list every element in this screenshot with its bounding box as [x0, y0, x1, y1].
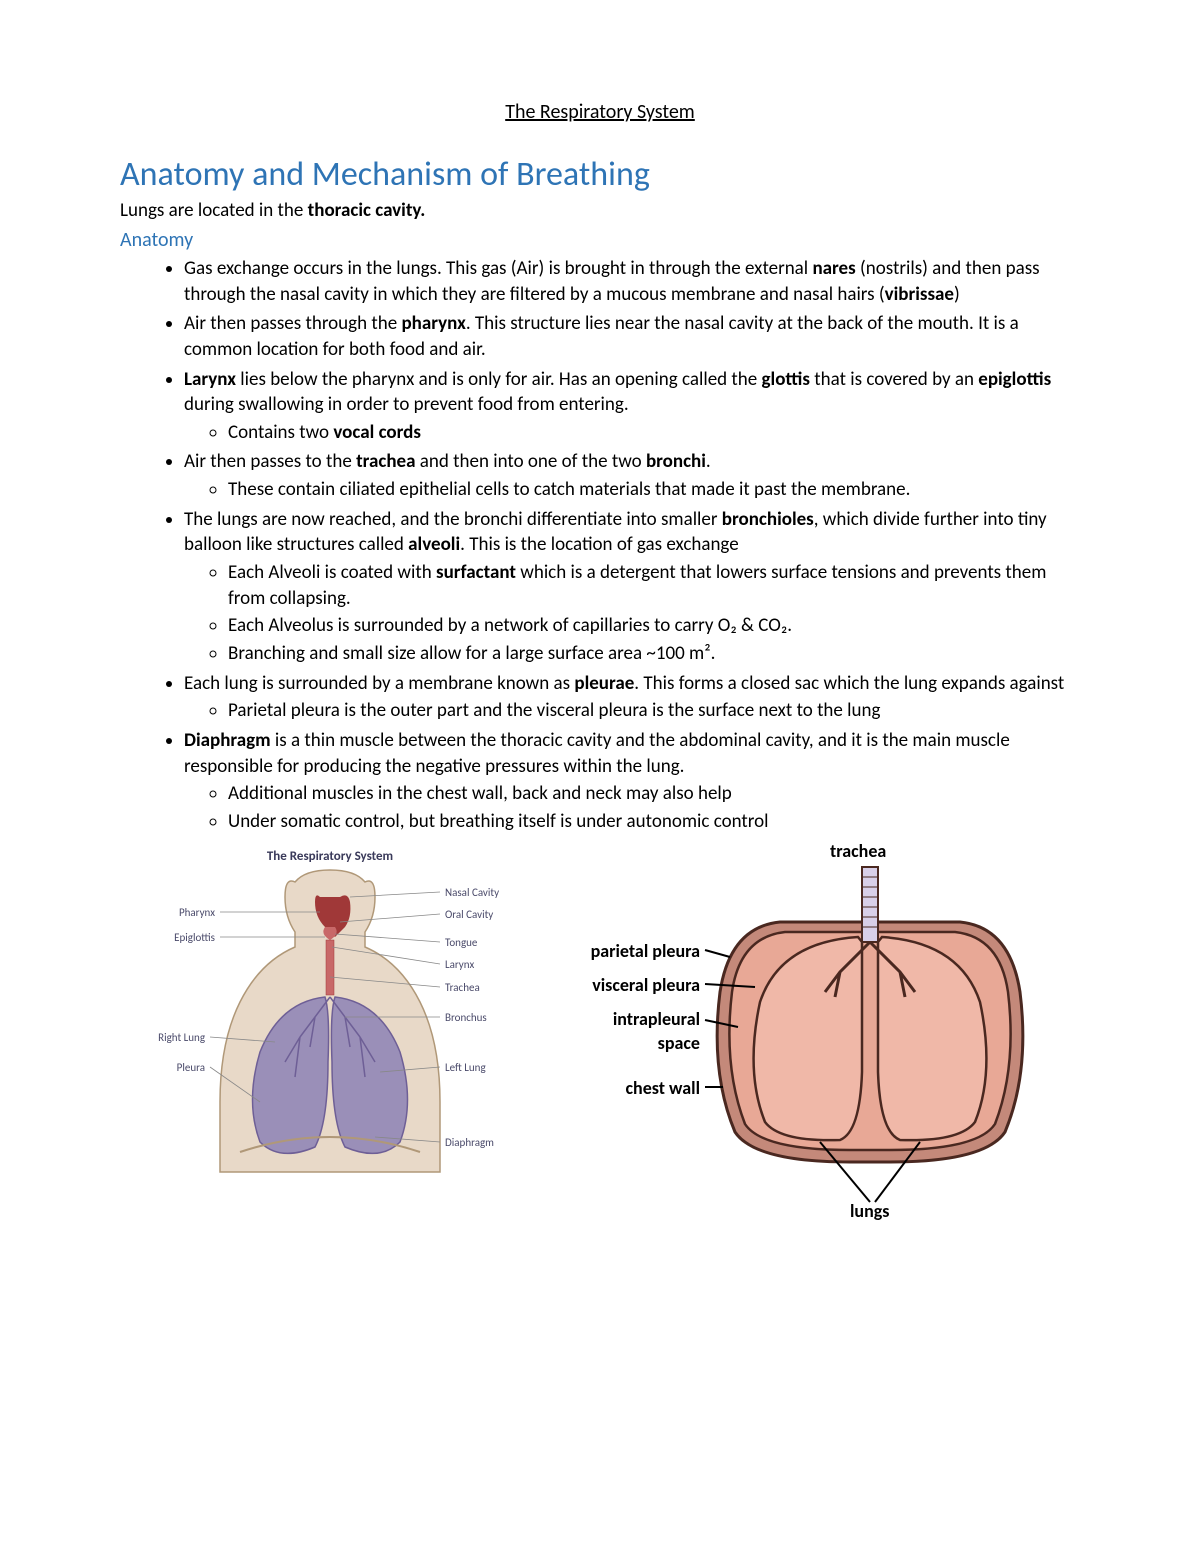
label-epiglottis: Epiglottis: [174, 931, 215, 944]
label2-parietal: parietal pleura: [591, 940, 700, 962]
bullet-list: Gas exchange occurs in the lungs. This g…: [120, 256, 1080, 834]
label-oral: Oral Cavity: [445, 908, 493, 921]
label-diaphragm: Diaphragm: [445, 1136, 494, 1149]
document-page: The Respiratory System Anatomy and Mecha…: [0, 0, 1200, 1282]
label2-intrapleural: intrapleural: [613, 1008, 700, 1030]
label2-visceral: visceral pleura: [592, 974, 700, 996]
svg-text:The Respiratory System: The Respiratory System: [267, 849, 393, 864]
label-tongue: Tongue: [445, 936, 477, 949]
figures-row: The Respiratory System: [120, 842, 1080, 1222]
list-item: Branching and small size allow for a lar…: [228, 641, 1080, 667]
pleura-diagram-svg: [580, 842, 1060, 1222]
intro-bold: thoracic cavity.: [308, 199, 426, 222]
intro-line: Lungs are located in the thoracic cavity…: [120, 199, 1080, 222]
figure-lungs-pleura: trachea parietal pleura visceral pleura …: [580, 842, 1060, 1222]
heading-1: Anatomy and Mechanism of Breathing: [120, 154, 1080, 195]
list-item: Diaphragm is a thin muscle between the t…: [184, 728, 1080, 835]
list-item: Additional muscles in the chest wall, ba…: [228, 781, 1080, 807]
label-pleura: Pleura: [177, 1061, 205, 1074]
document-title: The Respiratory System: [120, 100, 1080, 124]
list-item: Air then passes to the trachea and then …: [184, 449, 1080, 502]
label-bronchus: Bronchus: [445, 1011, 487, 1024]
heading-2: Anatomy: [120, 228, 1080, 252]
list-item: Contains two vocal cords: [228, 420, 1080, 446]
label-rightlung: Right Lung: [158, 1031, 205, 1044]
label-trachea: Trachea: [445, 981, 480, 994]
list-item: Parietal pleura is the outer part and th…: [228, 698, 1080, 724]
figure-respiratory-body: The Respiratory System: [120, 842, 540, 1202]
list-item: Air then passes through the pharynx. Thi…: [184, 311, 1080, 362]
list-item: Under somatic control, but breathing its…: [228, 809, 1080, 835]
label2-space: space: [658, 1032, 700, 1054]
list-item: These contain ciliated epithelial cells …: [228, 477, 1080, 503]
label2-lungs: lungs: [850, 1200, 889, 1222]
list-item: The lungs are now reached, and the bronc…: [184, 507, 1080, 667]
label2-trachea: trachea: [830, 840, 886, 862]
list-item: Each lung is surrounded by a membrane kn…: [184, 671, 1080, 724]
list-item: Gas exchange occurs in the lungs. This g…: [184, 256, 1080, 307]
label2-chest: chest wall: [626, 1077, 701, 1099]
label-nasal: Nasal Cavity: [445, 886, 499, 899]
list-item: Each Alveoli is coated with surfactant w…: [228, 560, 1080, 611]
label-pharynx: Pharynx: [179, 906, 215, 919]
label-larynx: Larynx: [445, 958, 474, 971]
intro-text: Lungs are located in the: [120, 199, 308, 222]
list-item: Each Alveolus is surrounded by a network…: [228, 613, 1080, 639]
label-leftlung: Left Lung: [445, 1061, 486, 1074]
list-item: Larynx lies below the pharynx and is onl…: [184, 367, 1080, 446]
